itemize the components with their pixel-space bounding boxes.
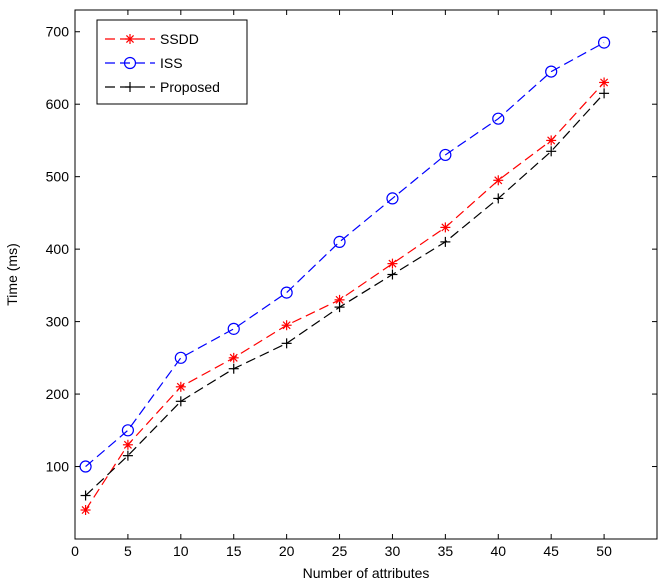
- data-point-ssdd: [599, 77, 610, 88]
- data-point-iss: [227, 322, 240, 335]
- x-tick-label: 10: [173, 543, 189, 559]
- data-point-proposed: [440, 236, 451, 247]
- data-point-iss: [79, 460, 92, 473]
- x-tick-label: 5: [124, 543, 132, 559]
- data-point-proposed: [175, 396, 186, 407]
- x-tick-label: 45: [543, 543, 559, 559]
- data-point-iss: [597, 36, 611, 49]
- legend: SSDD ISS Proposed: [96, 19, 248, 105]
- y-tick-label: 300: [46, 314, 70, 330]
- series-proposed: [80, 88, 610, 501]
- legend-entry-iss: ISS: [105, 55, 183, 71]
- data-point-ssdd: [493, 175, 504, 186]
- marker-d2: [125, 34, 135, 44]
- series-ssdd: [80, 77, 610, 516]
- legend-marker-ssdd: [125, 34, 135, 44]
- data-point-iss: [174, 351, 187, 364]
- x-axis-title: Number of attributes: [303, 565, 430, 581]
- y-tick-label: 700: [46, 24, 70, 40]
- marker-d2: [441, 223, 450, 232]
- marker-d2: [494, 176, 503, 185]
- marker-d2: [123, 440, 132, 449]
- data-point-iss: [545, 65, 558, 78]
- data-point-proposed: [80, 490, 91, 501]
- marker-circle: [123, 56, 137, 70]
- x-tick-label: 25: [332, 543, 348, 559]
- marker-circle: [280, 286, 293, 299]
- marker-d2: [335, 295, 344, 304]
- y-tick-label: 200: [46, 386, 70, 402]
- data-point-iss: [492, 112, 505, 125]
- marker-d2: [229, 353, 238, 362]
- data-point-proposed: [334, 302, 345, 313]
- marker-d2: [176, 382, 185, 391]
- x-tick-label: 35: [438, 543, 454, 559]
- marker-circle: [333, 235, 346, 248]
- legend-marker-iss: [123, 56, 137, 70]
- data-point-ssdd: [387, 258, 398, 269]
- data-point-ssdd: [334, 294, 345, 305]
- series-layer: [79, 36, 611, 516]
- marker-d2: [81, 505, 90, 515]
- y-tick-label: 500: [46, 169, 70, 185]
- x-tick-label: 0: [71, 543, 79, 559]
- legend-entry-ssdd: SSDD: [105, 31, 199, 47]
- data-point-proposed: [122, 450, 133, 461]
- data-point-ssdd: [175, 381, 186, 392]
- x-tick-label: 50: [596, 543, 612, 559]
- legend-marker-proposed: [125, 82, 135, 92]
- marker-circle: [121, 424, 135, 437]
- series-iss: [79, 36, 611, 473]
- data-point-proposed: [599, 88, 610, 99]
- y-axis-title: Time (ms): [4, 243, 20, 305]
- x-tick-label: 15: [226, 543, 242, 559]
- legend-box: [96, 19, 248, 105]
- data-point-iss: [121, 424, 135, 437]
- legend-label-iss: ISS: [160, 55, 183, 71]
- y-tick-label: 100: [46, 459, 70, 475]
- data-point-ssdd: [228, 352, 239, 363]
- marker-circle: [492, 112, 505, 125]
- x-tick-label: 20: [279, 543, 295, 559]
- marker-circle: [227, 322, 240, 335]
- data-point-iss: [386, 192, 399, 205]
- marker-circle: [174, 351, 187, 364]
- marker-d2: [547, 136, 556, 145]
- data-point-ssdd: [440, 222, 451, 233]
- marker-circle: [439, 148, 452, 162]
- y-tick-label: 400: [46, 241, 70, 257]
- marker-circle: [545, 65, 558, 78]
- data-point-proposed: [546, 146, 557, 157]
- data-point-proposed: [228, 363, 239, 374]
- data-point-ssdd: [546, 135, 557, 146]
- marker-d2: [600, 78, 609, 87]
- data-point-ssdd: [122, 439, 133, 450]
- legend-label-ssdd: SSDD: [160, 31, 199, 47]
- data-point-iss: [333, 235, 346, 248]
- data-point-iss: [280, 286, 293, 299]
- data-point-proposed: [387, 269, 398, 280]
- axes: 0 5 10 15 20 25 30 35 40 45 50 100 200 300 400 500 600 70…: [46, 10, 657, 559]
- marker-circle: [597, 36, 611, 49]
- marker-d2: [282, 321, 291, 330]
- data-point-proposed: [281, 338, 292, 349]
- data-point-ssdd: [80, 505, 91, 516]
- data-point-iss: [439, 148, 452, 162]
- legend-label-proposed: Proposed: [160, 79, 220, 95]
- legend-entry-proposed: Proposed: [105, 79, 220, 95]
- marker-circle: [79, 460, 92, 473]
- x-tick-label: 30: [385, 543, 401, 559]
- x-tick-label: 40: [490, 543, 506, 559]
- data-point-proposed: [493, 193, 504, 204]
- marker-d2: [388, 259, 397, 268]
- y-tick-label: 600: [46, 96, 70, 112]
- data-point-ssdd: [281, 320, 292, 331]
- marker-circle: [386, 192, 399, 205]
